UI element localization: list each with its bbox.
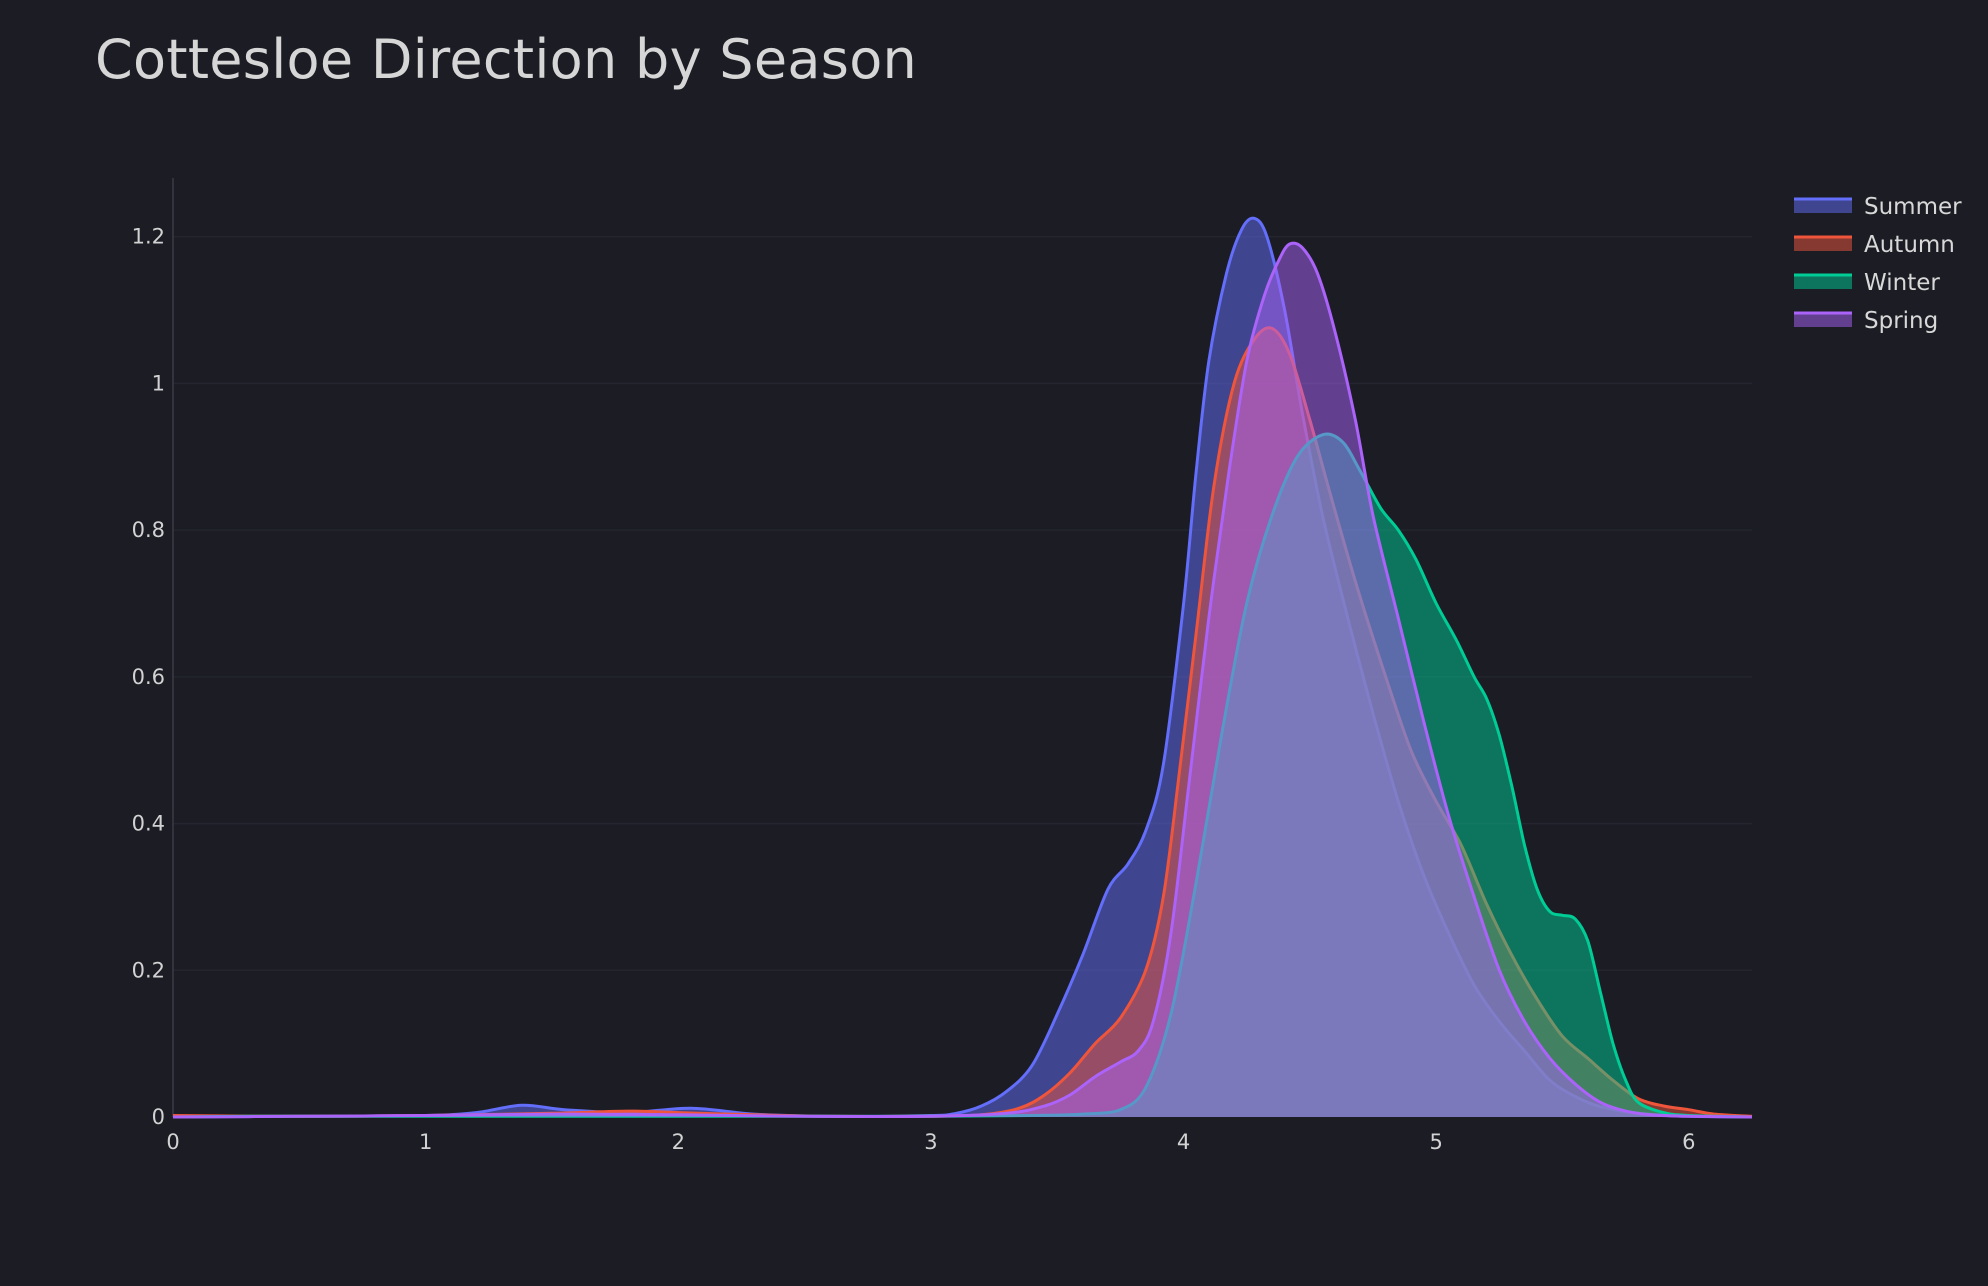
legend-swatch-summer: [1794, 199, 1852, 213]
x-tick-label: 1: [419, 1130, 432, 1154]
x-tick-label: 3: [924, 1130, 937, 1154]
chart-title: Cottesloe Direction by Season: [95, 28, 918, 91]
legend-item-spring[interactable]: Spring: [1794, 308, 1938, 334]
x-tick-label: 4: [1177, 1130, 1190, 1154]
legend-label-spring: Spring: [1864, 308, 1938, 334]
x-tick-label: 6: [1682, 1130, 1695, 1154]
x-axis-ticks: 0 1 2 3 4 5 6: [166, 1130, 1695, 1154]
y-tick-label: 0.8: [132, 518, 165, 542]
y-tick-label: 0: [152, 1105, 165, 1129]
y-tick-label: 0.6: [132, 665, 165, 689]
legend-item-summer[interactable]: Summer: [1794, 194, 1962, 220]
legend[interactable]: Summer Autumn Winter Spring: [1794, 194, 1962, 334]
y-tick-label: 0.4: [132, 812, 165, 836]
y-tick-label: 1: [152, 371, 165, 395]
legend-swatch-autumn: [1794, 237, 1852, 251]
y-tick-label: 1.2: [132, 225, 165, 249]
legend-swatch-spring: [1794, 313, 1852, 327]
y-axis-ticks: 0 0.2 0.4 0.6 0.8 1 1.2: [132, 225, 165, 1129]
legend-item-winter[interactable]: Winter: [1794, 270, 1940, 296]
legend-item-autumn[interactable]: Autumn: [1794, 232, 1955, 258]
legend-swatch-winter: [1794, 275, 1852, 289]
legend-label-summer: Summer: [1864, 194, 1962, 220]
y-tick-label: 0.2: [132, 958, 165, 982]
grid-lines: [173, 235, 1752, 972]
legend-label-autumn: Autumn: [1864, 232, 1955, 258]
x-tick-label: 5: [1430, 1130, 1443, 1154]
legend-label-winter: Winter: [1864, 270, 1940, 296]
series-areas: [172, 216, 1753, 1119]
series-line-spring[interactable]: [172, 241, 1753, 1119]
x-tick-label: 2: [672, 1130, 685, 1154]
series-area-spring[interactable]: [173, 243, 1752, 1117]
x-tick-label: 0: [166, 1130, 179, 1154]
